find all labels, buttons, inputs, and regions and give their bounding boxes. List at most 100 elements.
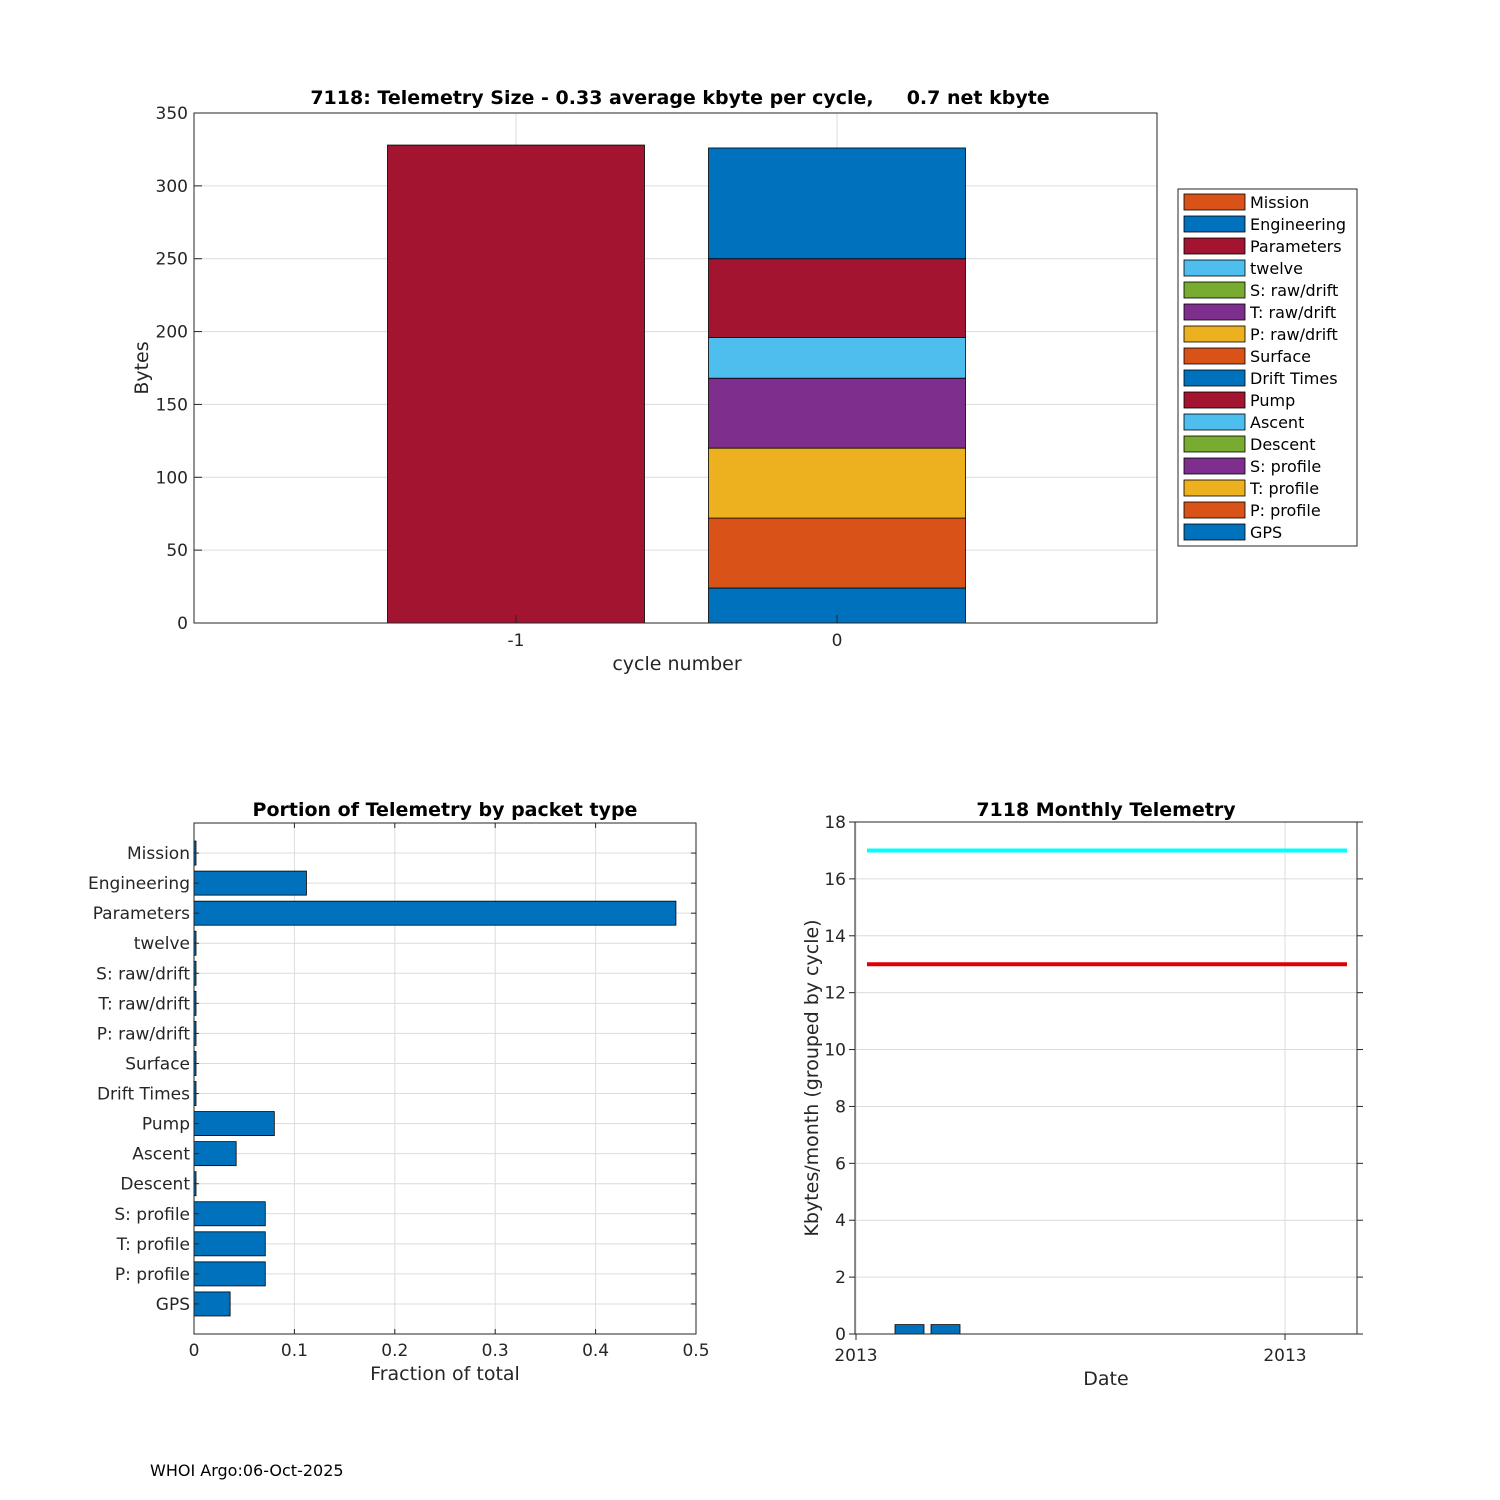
legend-swatch	[1183, 237, 1246, 255]
grid-1	[194, 113, 1157, 623]
y-tick-label: 12	[824, 984, 846, 1004]
y-tick-label: 10	[824, 1041, 846, 1061]
legend-label: Drift Times	[1250, 369, 1338, 388]
legend-swatch	[1183, 413, 1246, 431]
y-tick-label: Engineering	[88, 874, 190, 894]
plot-area-1	[194, 113, 1157, 623]
legend-label: Engineering	[1250, 215, 1346, 234]
legend-label: S: profile	[1250, 457, 1321, 476]
legend-swatch	[1183, 259, 1246, 277]
legend-label: Parameters	[1250, 237, 1342, 256]
y-tick-label: P: profile	[115, 1265, 190, 1285]
y-tick-label: 8	[835, 1097, 846, 1117]
y-ticks-1: 0 50 100 150 200 250 300 350	[156, 104, 202, 634]
bar-engineering	[193, 870, 307, 896]
y-tick-label: Pump	[142, 1115, 190, 1135]
y-axis-label-1: Bytes	[131, 341, 153, 394]
x-tick-label: 0	[832, 631, 843, 651]
y-tick-label: 250	[156, 250, 188, 270]
y-tick-label: 100	[156, 468, 188, 488]
x-tick-label: -1	[508, 631, 525, 651]
x-tick-label: 0	[189, 1341, 200, 1361]
x-tick-label: 0.4	[582, 1341, 609, 1361]
y-tick-label: 150	[156, 395, 188, 415]
y-tick-label: 18	[824, 813, 846, 833]
axes-frame-2	[193, 822, 697, 1335]
bar-ascent	[193, 1141, 237, 1167]
portion-by-packet-chart: Mission Engineering Parameters twelve S: raw…	[88, 799, 710, 1385]
bar-segment-parameters	[387, 144, 645, 624]
monthly-bar	[894, 1324, 925, 1335]
y-tick-label: 2	[835, 1268, 846, 1288]
x-ticks-3: 2013 2013	[834, 1334, 1307, 1366]
legend-swatch	[1183, 369, 1246, 387]
y-tick-label: Surface	[125, 1054, 190, 1074]
bar-parameters	[193, 900, 677, 926]
legend-label: Surface	[1250, 347, 1311, 366]
legend-label: S: raw/drift	[1250, 281, 1338, 300]
x-tick-label: 0.2	[381, 1341, 408, 1361]
chart-title-1: 7118: Telemetry Size - 0.33 average kbyt…	[310, 87, 1049, 109]
telemetry-size-chart: 0 50 100 150 200 250 300 350 -1 0 7118: Telemetr…	[131, 87, 1358, 675]
legend-swatch	[1183, 303, 1246, 321]
grid-3	[855, 822, 1357, 1334]
legend-label: Mission	[1250, 193, 1309, 212]
legend-label: Ascent	[1250, 413, 1304, 432]
y-tick-label: T: profile	[116, 1235, 190, 1255]
y-tick-label: Mission	[127, 844, 190, 864]
y-tick-label: 300	[156, 177, 188, 197]
legend-swatch	[1183, 479, 1246, 497]
bars-1	[387, 144, 966, 624]
legend-swatch	[1183, 281, 1246, 299]
chart-title-3: 7118 Monthly Telemetry	[976, 799, 1236, 821]
legend: Mission Engineering Parameters twelve S: raw…	[1177, 188, 1358, 547]
footer-credit: WHOI Argo:06-Oct-2025	[150, 1461, 344, 1480]
bar-segment-s-profile	[708, 377, 966, 449]
bar-gps	[193, 1291, 231, 1317]
legend-label: T: raw/drift	[1249, 303, 1336, 322]
plot-area-2	[194, 823, 696, 1334]
y-tick-label: 4	[835, 1211, 846, 1231]
bar-s-profile	[193, 1201, 266, 1227]
y-tick-label: Parameters	[93, 904, 190, 924]
legend-label: P: raw/drift	[1250, 325, 1338, 344]
y-ticks-3: 0 2 4 6 8 10 12 14 16 18	[824, 813, 1363, 1345]
x-tick-label: 0.5	[682, 1341, 709, 1361]
y-tick-label: 50	[166, 541, 188, 561]
x-tick-label: 2013	[1263, 1346, 1306, 1366]
y-tick-label: Ascent	[132, 1145, 190, 1165]
y-tick-label: 200	[156, 323, 188, 343]
legend-label: Pump	[1250, 391, 1295, 410]
y-tick-label: S: raw/drift	[96, 964, 190, 984]
legend-swatch	[1183, 193, 1246, 211]
y-tick-label: 350	[156, 104, 188, 124]
y-tick-label: P: raw/drift	[97, 1024, 191, 1044]
bar-segment-pump	[708, 258, 966, 338]
y-tick-label: T: raw/drift	[97, 994, 190, 1014]
legend-swatch	[1183, 457, 1246, 475]
legend-swatch	[1183, 523, 1246, 541]
legend-label: Descent	[1250, 435, 1316, 454]
bar-segment-ascent	[708, 336, 966, 379]
y-tick-label: S: profile	[114, 1205, 190, 1225]
y-tick-label: 16	[824, 870, 846, 890]
y-tick-label: 14	[824, 927, 846, 947]
monthly-telemetry-chart: 0 2 4 6 8 10 12 14 16 18 2013 2013 7118 Monthly Te…	[801, 799, 1363, 1390]
y-ticks-2: Mission Engineering Parameters twelve S: raw…	[88, 844, 696, 1315]
y-tick-label: Descent	[120, 1175, 190, 1195]
bar-p-profile	[193, 1261, 266, 1287]
x-axis-label-1: cycle number	[612, 653, 741, 675]
axes-frame-1	[193, 112, 1158, 624]
chart-title-2: Portion of Telemetry by packet type	[253, 799, 638, 821]
legend-label: P: profile	[1250, 501, 1321, 520]
x-tick-label: 0.1	[281, 1341, 308, 1361]
y-tick-label: 6	[835, 1154, 846, 1174]
bar-t-profile	[193, 1231, 266, 1257]
legend-swatch	[1183, 435, 1246, 453]
legend-swatch	[1183, 347, 1246, 365]
y-tick-label: 0	[835, 1325, 846, 1345]
x-tick-label: 0.3	[482, 1341, 509, 1361]
x-ticks-2: 0 0.1 0.2 0.3 0.4 0.5	[189, 823, 710, 1361]
y-tick-label: Drift Times	[97, 1085, 190, 1105]
